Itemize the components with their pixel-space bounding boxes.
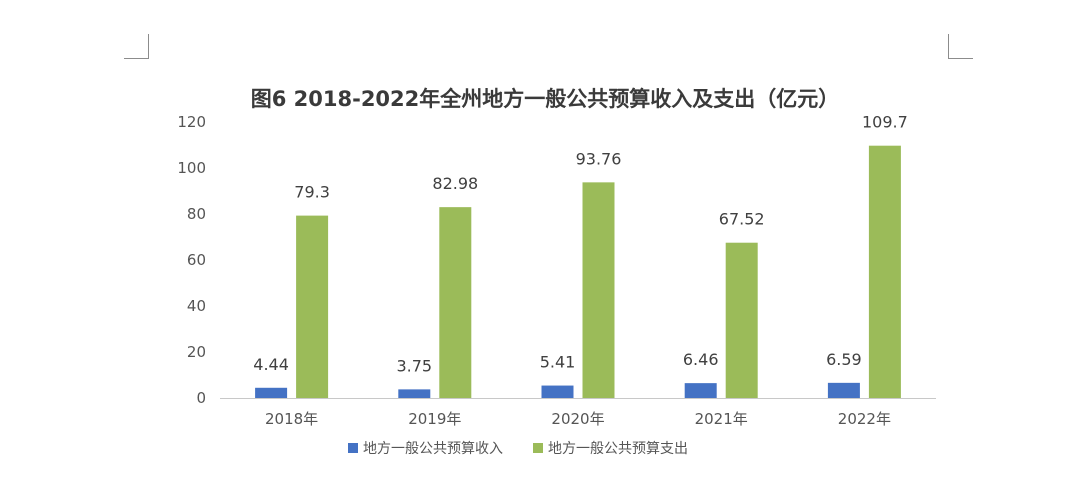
data-label: 82.98 — [432, 174, 478, 193]
bar-revenue — [541, 385, 574, 398]
y-axis: 0 20 40 60 80 100 120 — [177, 113, 206, 407]
data-label: 67.52 — [719, 210, 765, 229]
bar-revenue — [684, 383, 717, 398]
legend-label: 地方一般公共预算支出 — [548, 441, 688, 457]
x-tick-label: 2022年 — [838, 410, 891, 428]
data-label: 4.44 — [253, 355, 289, 374]
bar-revenue — [255, 387, 288, 398]
chart-title: 图6 2018-2022年全州地方一般公共预算收入及支出（亿元） — [251, 87, 840, 111]
y-tick-label: 20 — [187, 343, 206, 361]
bars — [255, 145, 901, 398]
y-tick-label: 40 — [187, 297, 206, 315]
data-label: 93.76 — [576, 149, 622, 168]
crop-mark-top-left — [124, 34, 149, 59]
bar-expenditure — [725, 242, 758, 398]
legend-label: 地方一般公共预算收入 — [363, 441, 503, 457]
x-axis: 2018年 2019年 2020年 2021年 2022年 — [220, 398, 936, 428]
data-label: 109.7 — [862, 113, 908, 132]
data-label: 6.59 — [826, 350, 862, 369]
legend-swatch — [533, 443, 543, 453]
y-tick-label: 60 — [187, 251, 206, 269]
x-tick-label: 2018年 — [265, 410, 318, 428]
data-label: 6.46 — [683, 350, 719, 369]
x-tick-label: 2021年 — [695, 410, 748, 428]
data-label: 5.41 — [540, 353, 576, 372]
crop-mark-top-right — [948, 34, 973, 59]
bar-expenditure — [868, 145, 901, 398]
y-tick-label: 100 — [177, 159, 206, 177]
data-label: 3.75 — [396, 356, 432, 375]
x-tick-label: 2020年 — [551, 410, 604, 428]
legend-swatch — [348, 443, 358, 453]
legend: 地方一般公共预算收入 地方一般公共预算支出 — [348, 441, 688, 457]
bar-revenue — [827, 382, 860, 398]
data-label: 79.3 — [294, 183, 330, 202]
y-tick-label: 80 — [187, 205, 206, 223]
bar-revenue — [398, 389, 431, 398]
y-tick-label: 0 — [196, 389, 206, 407]
y-tick-label: 120 — [177, 113, 206, 131]
x-tick-label: 2019年 — [408, 410, 461, 428]
data-labels: 4.44 79.3 3.75 82.98 5.41 93.76 6.46 67.52 6.59 1… — [253, 113, 908, 376]
bar-expenditure — [582, 182, 615, 398]
bar-expenditure — [296, 215, 329, 398]
bar-expenditure — [439, 207, 472, 398]
